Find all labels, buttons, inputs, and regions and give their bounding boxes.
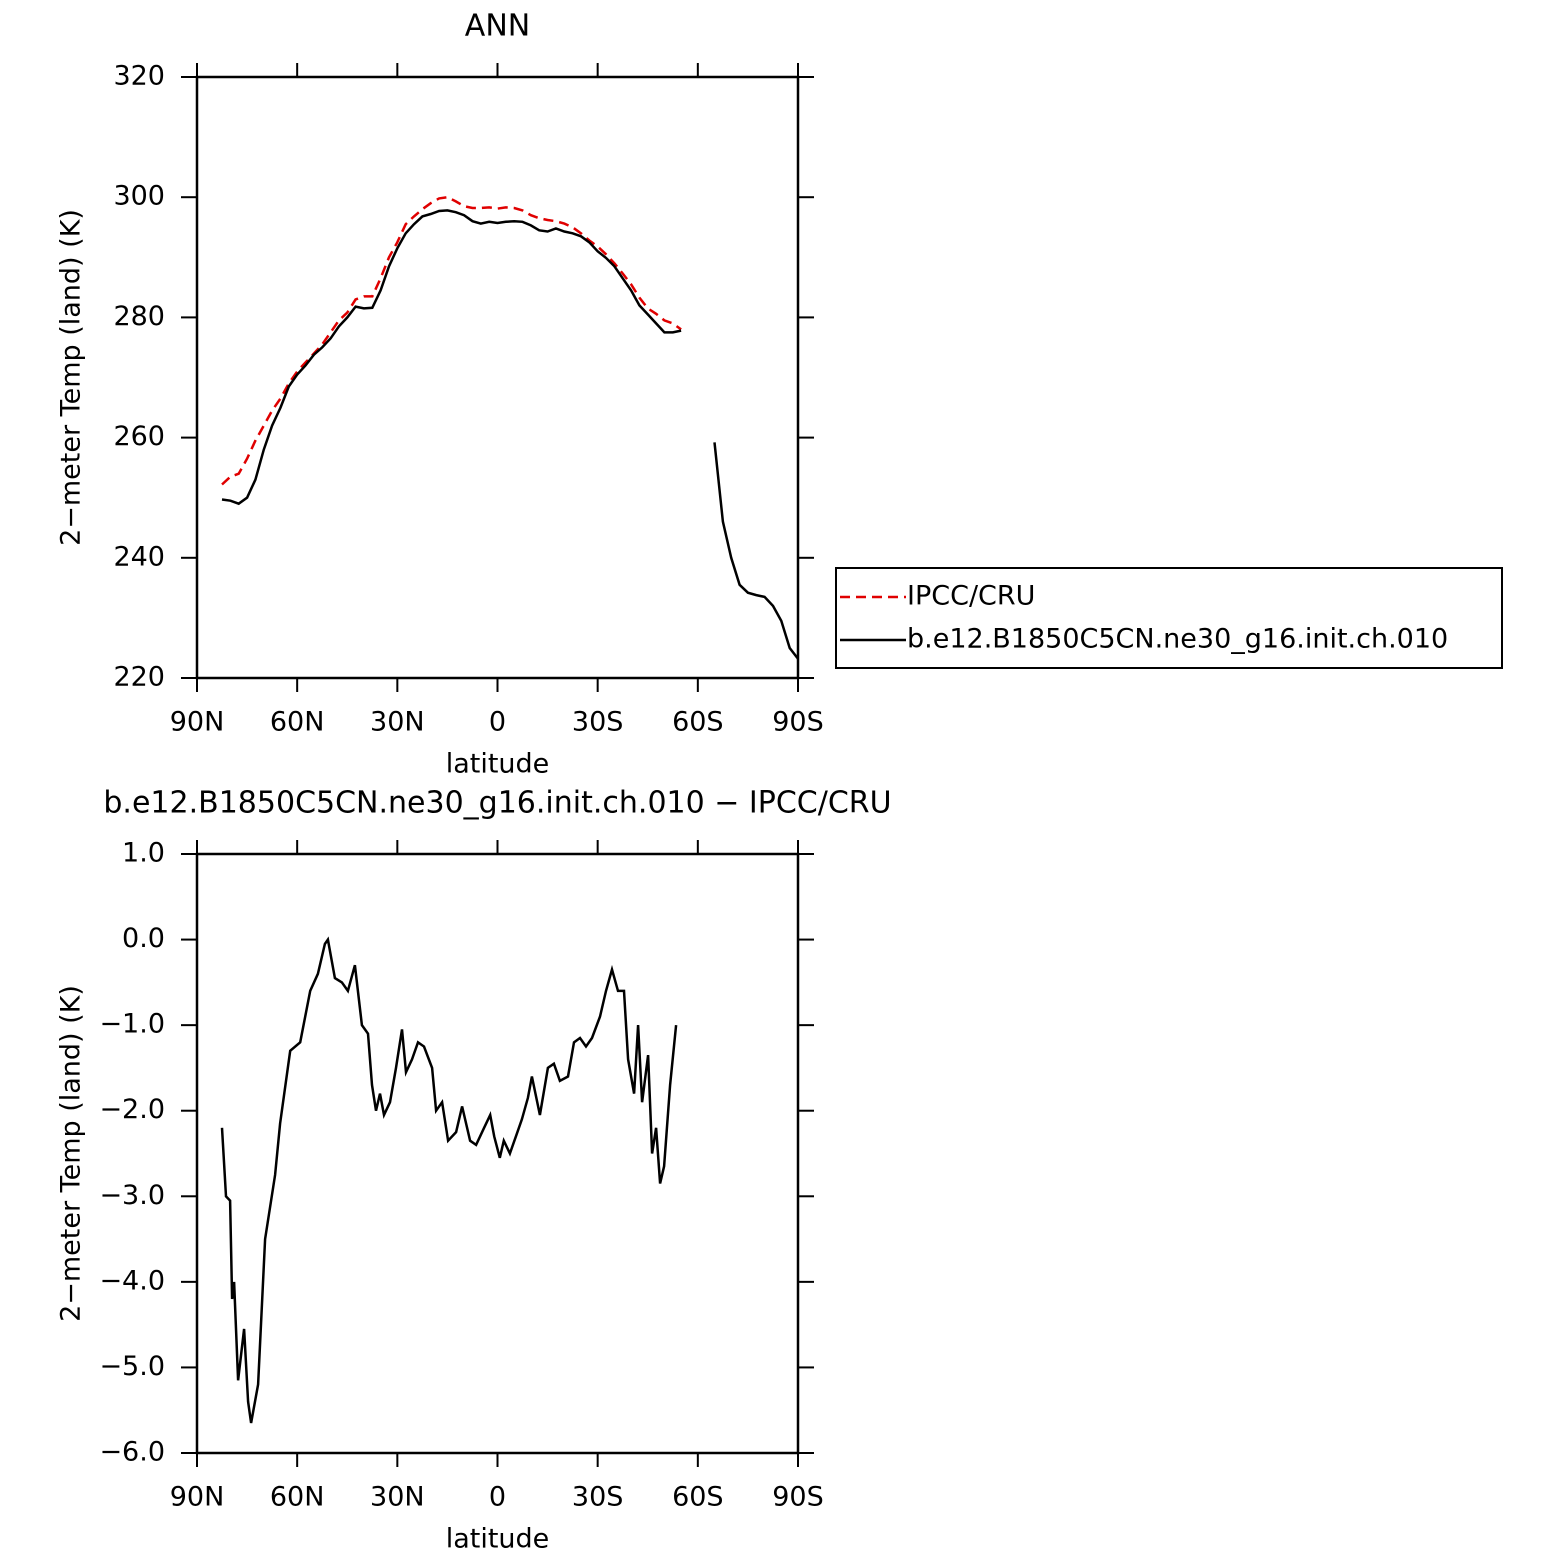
legend-label: b.e12.B1850C5CN.ne30_g16.init.ch.010 <box>907 624 1448 655</box>
x-tick-label: 0 <box>489 707 506 738</box>
x-tick-label: 30S <box>572 1482 624 1513</box>
x-tick-label: 0 <box>489 1482 506 1513</box>
plot-frame <box>195 75 800 680</box>
x-tick-label: 60N <box>270 707 325 738</box>
series-line <box>221 195 682 486</box>
plot-frame <box>195 852 800 1455</box>
series-line <box>221 209 799 660</box>
y-tick-label: 220 <box>113 662 165 693</box>
y-tick-label: −5.0 <box>99 1351 165 1382</box>
x-tick-label: 30N <box>370 1482 425 1513</box>
x-tick-label: 60N <box>270 1482 325 1513</box>
x-tick-label: 60S <box>672 707 724 738</box>
y-tick-label: 0.0 <box>122 923 165 954</box>
chart-title: ANN <box>465 9 530 44</box>
y-axis-label: 2−meter Temp (land) (K) <box>56 985 87 1322</box>
x-tick-label: 30N <box>370 707 425 738</box>
y-tick-label: 240 <box>113 541 165 572</box>
legend-box <box>835 567 1503 669</box>
x-tick-label: 60S <box>672 1482 724 1513</box>
y-tick-label: 300 <box>113 181 165 212</box>
legend-label: IPCC/CRU <box>907 581 1035 612</box>
x-tick-label: 90S <box>772 707 824 738</box>
series-line <box>220 936 678 1424</box>
x-tick-label: 30S <box>572 707 624 738</box>
x-axis-label: latitude <box>446 1524 550 1555</box>
y-tick-label: 280 <box>113 301 165 332</box>
y-tick-label: −4.0 <box>99 1265 165 1296</box>
chart-title: b.e12.B1850C5CN.ne30_g16.init.ch.010 − I… <box>103 786 891 821</box>
y-tick-label: −6.0 <box>99 1437 165 1468</box>
y-tick-label: −3.0 <box>99 1180 165 1211</box>
x-tick-label: 90S <box>772 1482 824 1513</box>
y-tick-label: 260 <box>113 421 165 452</box>
y-tick-label: 1.0 <box>122 838 165 869</box>
x-tick-label: 90N <box>170 1482 225 1513</box>
y-tick-label: −1.0 <box>99 1009 165 1040</box>
y-tick-label: −2.0 <box>99 1094 165 1125</box>
y-axis-label: 2−meter Temp (land) (K) <box>56 209 87 546</box>
y-tick-label: 320 <box>113 61 165 92</box>
x-axis-label: latitude <box>446 749 550 780</box>
x-tick-label: 90N <box>170 707 225 738</box>
